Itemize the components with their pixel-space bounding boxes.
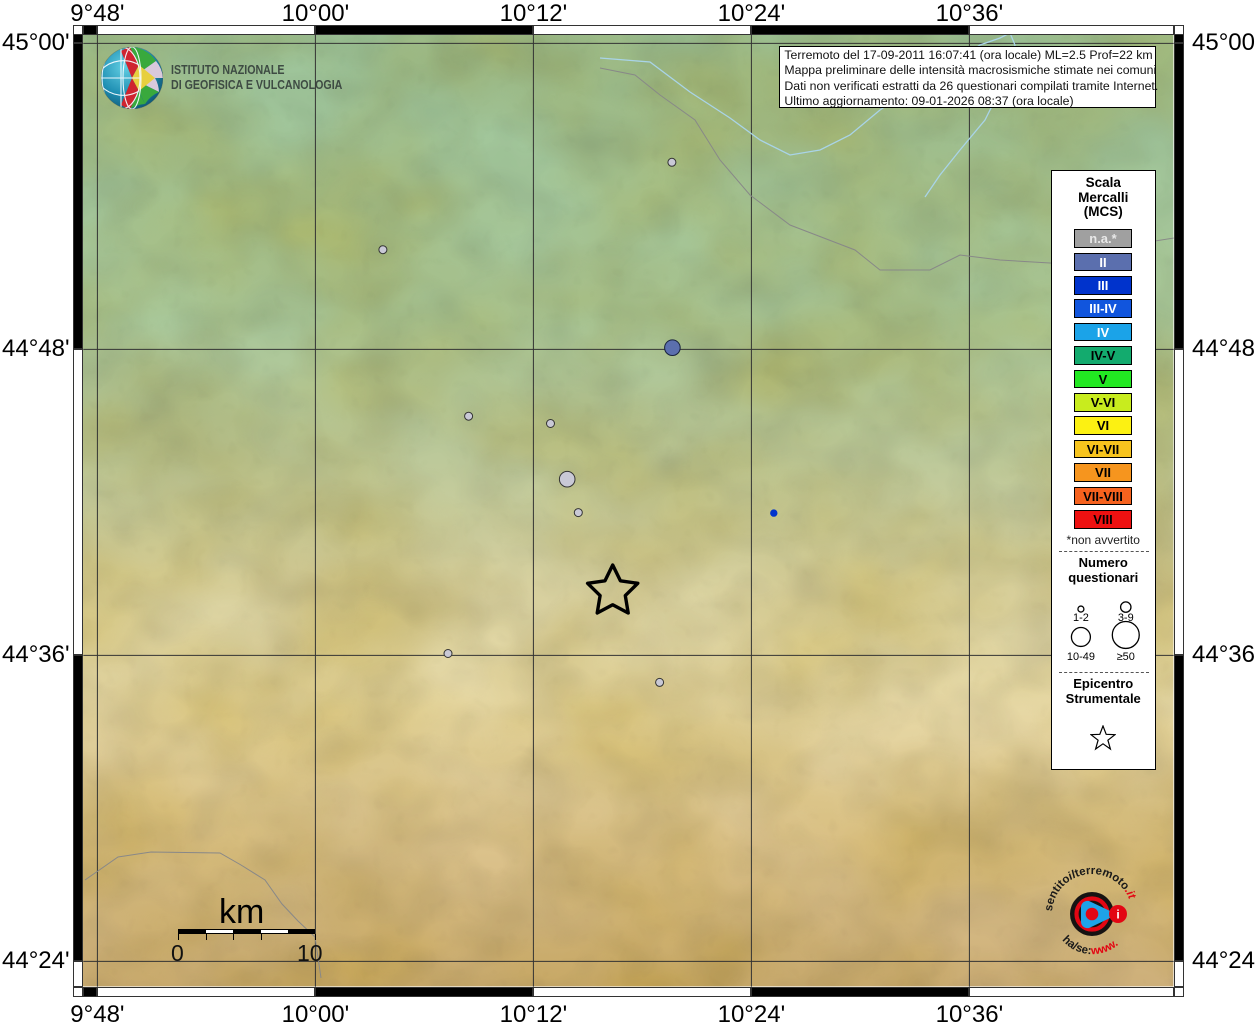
svg-text:ha/se:www.: ha/se:www. <box>1060 934 1121 958</box>
svg-text:i: i <box>1116 908 1119 922</box>
